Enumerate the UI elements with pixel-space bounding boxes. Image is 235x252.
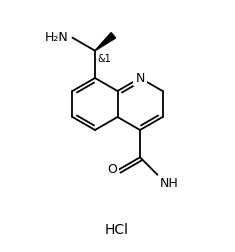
Text: H₂N: H₂N [45, 31, 68, 44]
Text: HCl: HCl [105, 223, 129, 237]
Text: N: N [135, 72, 145, 84]
Text: NH: NH [160, 177, 178, 190]
Polygon shape [95, 33, 116, 51]
Text: &1: &1 [97, 54, 111, 64]
Text: O: O [108, 163, 118, 176]
